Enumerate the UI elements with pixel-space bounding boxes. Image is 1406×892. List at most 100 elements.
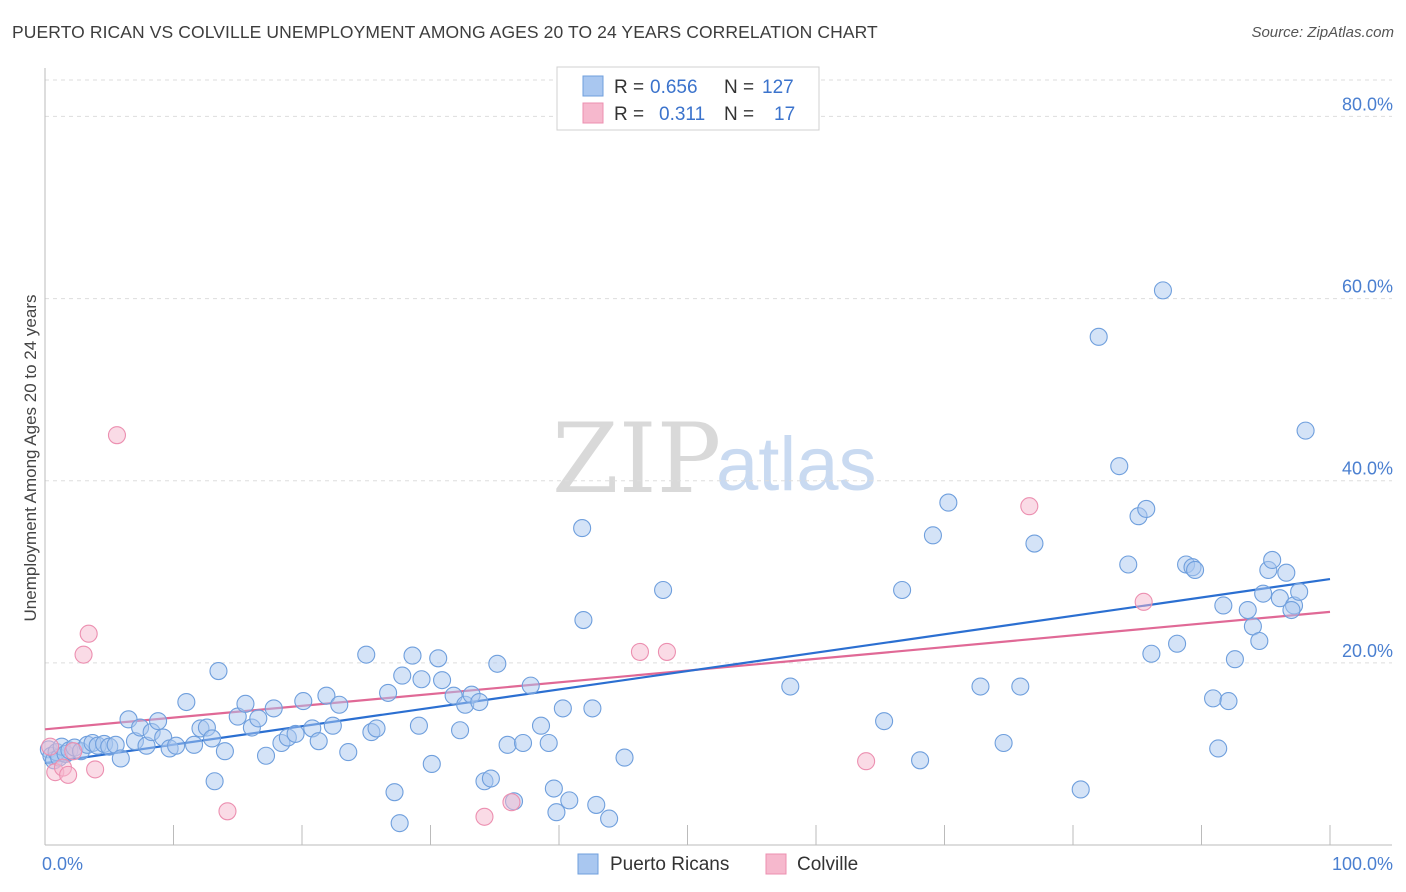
colville-point-13	[657, 642, 676, 661]
puerto-ricans-point-57	[403, 646, 422, 665]
puerto-ricans-point-92	[923, 526, 942, 545]
puerto-ricans-point-38	[256, 746, 276, 765]
puerto-ricans-point-124	[1296, 421, 1315, 440]
colville-point-5	[74, 645, 93, 664]
puerto-ricans-point-90	[893, 580, 912, 600]
puerto-ricans-point-96	[1011, 677, 1030, 696]
puerto-ricans-point-121	[1277, 563, 1296, 582]
y-tick-label-40: 40.0%	[1342, 459, 1393, 479]
puerto-ricans-point-60	[422, 754, 441, 773]
puerto-ricans-point-78	[547, 803, 566, 822]
puerto-ricans-point-54	[385, 783, 404, 802]
puerto-ricans-point-64	[451, 721, 470, 740]
puerto-ricans-point-94	[971, 677, 990, 696]
legend-n-value-2: 17	[774, 104, 795, 125]
legend-n-value-1: 127	[762, 77, 794, 98]
x-tick-label-100: 100.0%	[1332, 854, 1393, 874]
y-tick-label-60: 60.0%	[1342, 277, 1393, 297]
puerto-ricans-point-33	[205, 772, 224, 791]
puerto-ricans-point-113	[1219, 692, 1238, 711]
puerto-ricans-point-70	[488, 654, 507, 673]
legend-r-value-1: 0.656	[650, 77, 698, 98]
puerto-ricans-point-81	[573, 519, 592, 538]
y-tick-label-80: 80.0%	[1342, 94, 1393, 114]
puerto-ricans-point-52	[367, 719, 386, 738]
puerto-ricans-point-59	[412, 670, 431, 689]
puerto-ricans-point-80	[560, 791, 579, 810]
puerto-ricans-point-86	[615, 748, 634, 767]
puerto-ricans-point-74	[521, 676, 540, 695]
bottom-legend-colville: Colville	[797, 854, 858, 875]
puerto-ricans-point-101	[1119, 555, 1138, 574]
puerto-ricans-point-104	[1142, 644, 1161, 663]
puerto-ricans-point-119	[1263, 550, 1282, 569]
puerto-ricans-point-51	[357, 645, 376, 664]
puerto-ricans-point-47	[323, 716, 342, 735]
puerto-ricans-point-112	[1214, 596, 1233, 615]
legend-n-label-2: N =	[724, 104, 754, 125]
puerto-ricans-point-53	[379, 683, 398, 702]
puerto-ricans-point-76	[539, 733, 558, 753]
puerto-ricans-point-123	[1290, 582, 1309, 601]
puerto-ricans-point-22	[149, 712, 168, 731]
puerto-ricans-point-56	[390, 814, 409, 833]
colville-point-3	[59, 765, 78, 784]
puerto-ricans-point-125	[1282, 600, 1301, 620]
watermark-atlas: atlas	[716, 422, 877, 507]
legend-r-value-2: 0.311	[659, 104, 705, 125]
legend-n-label-1: N =	[724, 77, 754, 98]
colville-point-6	[79, 624, 98, 643]
colville-point-7	[86, 760, 105, 779]
puerto-ricans-point-103	[1137, 499, 1156, 518]
puerto-ricans-point-89	[875, 712, 894, 731]
puerto-ricans-point-42	[286, 724, 305, 743]
puerto-ricans-point-87	[654, 580, 673, 600]
puerto-ricans-point-61	[429, 649, 448, 668]
colville-point-12	[630, 642, 650, 661]
puerto-ricans-point-31	[209, 662, 228, 681]
colville-point-0	[41, 737, 60, 756]
puerto-ricans-point-58	[409, 716, 428, 735]
puerto-ricans-point-116	[1250, 631, 1269, 651]
puerto-ricans-points	[39, 281, 1315, 833]
colville-point-14	[857, 752, 876, 771]
colville-point-4	[64, 742, 83, 761]
puerto-ricans-point-111	[1209, 739, 1228, 758]
puerto-ricans-point-110	[1204, 689, 1223, 708]
source-label: Source: ZipAtlas.com	[1251, 24, 1394, 41]
puerto-ricans-point-100	[1110, 457, 1129, 476]
puerto-ricans-point-126	[1238, 600, 1257, 620]
puerto-ricans-point-79	[553, 699, 572, 718]
colville-point-16	[1134, 592, 1153, 611]
puerto-ricans-point-37	[249, 709, 268, 728]
puerto-ricans-point-43	[294, 692, 313, 711]
puerto-ricans-point-25	[167, 736, 186, 755]
puerto-ricans-point-30	[203, 729, 222, 748]
axes	[44, 68, 1392, 846]
correlation-legend: R = 0.656 N = 127 R = 0.311 N = 17	[556, 66, 820, 131]
puerto-ricans-point-71	[498, 735, 517, 754]
puerto-ricans-point-95	[994, 733, 1013, 753]
puerto-ricans-point-45	[309, 732, 328, 751]
puerto-ricans-point-55	[393, 666, 412, 685]
puerto-ricans-point-75	[531, 716, 551, 735]
puerto-ricans-point-26	[177, 692, 196, 712]
colville-point-11	[502, 793, 521, 812]
puerto-ricans-point-77	[544, 779, 563, 798]
x-tick-label-0: 0.0%	[42, 854, 83, 874]
colville-point-15	[1020, 497, 1039, 516]
puerto-ricans-point-27	[185, 735, 204, 754]
puerto-ricans-point-62	[433, 671, 452, 690]
puerto-ricans-point-73	[513, 733, 533, 753]
puerto-ricans-point-48	[330, 695, 349, 714]
chart-title: PUERTO RICAN VS COLVILLE UNEMPLOYMENT AM…	[12, 22, 878, 42]
y-tick-label-20: 20.0%	[1342, 641, 1393, 661]
puerto-ricans-point-117	[1254, 584, 1273, 603]
legend-swatch-puerto-ricans	[582, 75, 604, 97]
puerto-ricans-point-39	[264, 699, 283, 718]
puerto-ricans-point-106	[1168, 634, 1187, 653]
bottom-legend-swatch-puerto-ricans	[577, 853, 599, 875]
colville-point-8	[107, 426, 127, 445]
colville-point-10	[475, 807, 494, 826]
